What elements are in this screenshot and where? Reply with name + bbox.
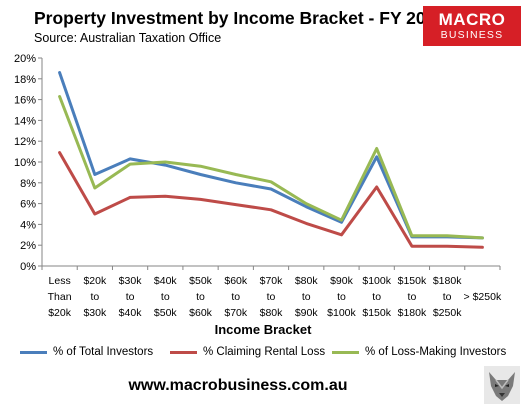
y-tick-label: 18% (14, 74, 36, 86)
series-line-2 (58, 151, 484, 249)
x-tick-label: $30k to $40k (119, 275, 143, 319)
legend: % of Total Investors % Claiming Rental L… (0, 346, 526, 362)
legend-swatch-total-investors (20, 350, 47, 354)
x-axis-title: Income Bracket (214, 322, 312, 337)
line-chart: 0% 2% 4% 6% 8% 10% 12% 14% 16% 18% 20% Less Than $20k… (14, 53, 502, 319)
x-tick-label: > $250k (464, 291, 502, 303)
legend-label-loss-making: % of Loss-Making Investors (365, 346, 507, 358)
chart-subtitle: Source: Australian Taxation Office (34, 31, 222, 45)
x-tick-label: $50k to $60k (189, 275, 213, 319)
logo-line-2: BUSINESS (440, 29, 504, 41)
legend-item-rental-loss: % Claiming Rental Loss (170, 346, 325, 358)
wolf-logo-icon (484, 366, 520, 404)
x-tick-label: $70k to $80k (260, 275, 284, 319)
y-tick-label: 8% (20, 178, 36, 190)
series-line-1 (58, 71, 484, 240)
website-url[interactable]: www.macrobusiness.com.au (128, 377, 348, 394)
x-tick-label: $40k to $50k (154, 275, 178, 319)
x-tick-label: $90k to $100k (327, 275, 356, 319)
y-tick-label: 12% (14, 136, 36, 148)
x-tick-label: $20k to $30k (83, 275, 107, 319)
y-tick-label: 2% (20, 240, 36, 252)
x-tick-label: $60k to $70k (224, 275, 248, 319)
x-tick-label: $180k to $250k (433, 275, 462, 319)
x-tick-label: $150k to $180k (398, 275, 427, 319)
x-tick-label: $80k to $90k (295, 275, 319, 319)
chart-title: Property Investment by Income Bracket - … (34, 8, 446, 28)
y-tick-label: 10% (14, 157, 36, 169)
y-tick-label: 0% (20, 261, 36, 273)
y-tick-label: 20% (14, 53, 36, 65)
legend-swatch-loss-making (332, 350, 359, 354)
legend-label-rental-loss: % Claiming Rental Loss (203, 346, 326, 358)
y-tick-label: 4% (20, 219, 36, 231)
y-tick-label: 6% (20, 199, 36, 211)
logo-line-1: MACRO (438, 10, 506, 29)
y-tick-label: 14% (14, 115, 36, 127)
legend-label-total-investors: % of Total Investors (53, 346, 154, 358)
legend-item-total-investors: % of Total Investors (20, 346, 153, 358)
y-tick-label: 16% (14, 95, 36, 107)
macro-business-logo: MACRO BUSINESS (423, 6, 521, 46)
series-line-3 (58, 95, 484, 240)
x-tick-label: Less Than $20k (48, 275, 72, 319)
legend-item-loss-making: % of Loss-Making Investors (332, 346, 506, 358)
x-tick-label: $100k to $150k (362, 275, 391, 319)
legend-swatch-rental-loss (170, 350, 197, 354)
